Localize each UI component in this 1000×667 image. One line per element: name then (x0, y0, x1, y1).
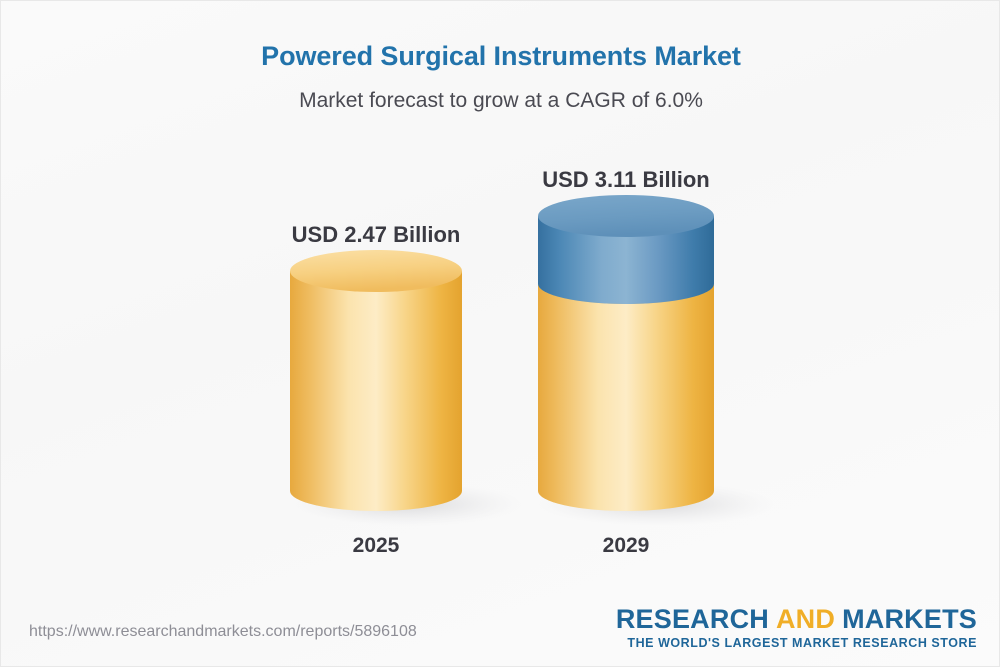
bar-2025[interactable] (290, 250, 521, 526)
logo-wordmark: RESEARCH AND MARKETS (616, 605, 977, 633)
research-and-markets-logo[interactable]: RESEARCH AND MARKETS THE WORLD'S LARGEST M… (616, 605, 977, 651)
logo-word-research: RESEARCH (615, 604, 769, 634)
logo-word-markets: MARKETS (842, 604, 977, 634)
page-title: Powered Surgical Instruments Market (261, 41, 741, 71)
category-label-2025: 2025 (352, 534, 400, 557)
bar-2029[interactable] (538, 195, 774, 526)
category-label-2029: 2029 (602, 534, 650, 557)
logo-word-and: AND (775, 604, 836, 634)
cylinder-bars-svg (290, 195, 774, 526)
value-label-2025: USD 2.47 Billion (291, 222, 461, 247)
chart-plot-area: USD 2.47 Billion USD 3.11 Billion 2025 2… (1, 1, 999, 601)
logo-tagline: THE WORLD'S LARGEST MARKET RESEARCH STOR… (627, 636, 977, 651)
page-subtitle: Market forecast to grow at a CAGR of 6.0… (299, 89, 703, 112)
report-url[interactable]: https://www.researchandmarkets.com/repor… (29, 623, 417, 640)
value-label-2029: USD 3.11 Billion (542, 167, 710, 192)
